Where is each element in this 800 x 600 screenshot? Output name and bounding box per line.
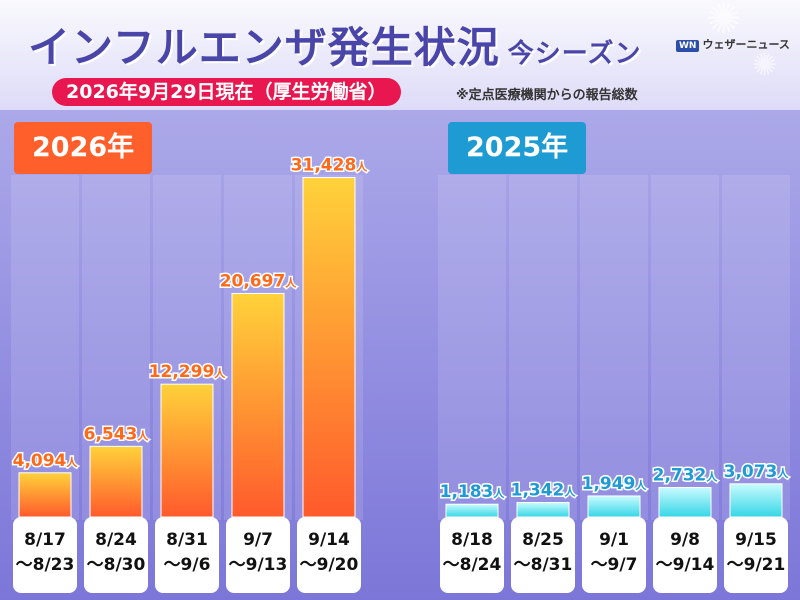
x-tick-label-line: ～9/7 [590,555,638,575]
column-background [651,175,719,520]
value-label-2026-3: 20,697人 [220,271,298,291]
x-tick-label-line: ～9/21 [726,555,786,575]
column-background [11,175,79,520]
x-tick-label-line: 8/18 [451,530,493,550]
title-sub: 今シーズン [507,39,642,69]
value-label-2025-1: 1,342人 [511,481,577,501]
year-badge-2025: 2025年 [448,122,587,174]
title-main: インフルエンザ発生状況 [28,23,500,72]
year-badge-2026: 2026年 [14,122,153,174]
brand-name: ウェザーニュース [702,38,790,51]
bar-2026-4 [302,177,356,518]
x-tick-label-line: 8/25 [522,530,564,550]
column-background [722,175,790,520]
value-label-2026-2: 12,299人 [149,362,227,382]
x-tick-label-line: 9/8 [670,530,700,550]
x-tick-label-line: 8/17 [24,530,66,550]
x-tick-label-2025-2: 9/1 ～9/7 [582,517,646,593]
bar-2025-0 [445,503,499,518]
x-tick-label-line: 8/31 [166,530,208,550]
bar-2026-2 [160,383,214,518]
value-label-2026-4: 31,428人 [291,156,369,176]
x-tick-label-2026-0: 8/17 ～8/23 [13,517,77,593]
column-background [438,175,506,520]
x-tick-label-2026-1: 8/24 ～8/30 [84,517,148,593]
x-tick-label-line: ～9/14 [655,555,715,575]
x-tick-label-2025-1: 8/25 ～8/31 [511,517,575,593]
brand-mark-icon: WN [676,40,700,52]
column-background [580,175,648,520]
value-label-2025-3: 2,732人 [653,465,719,485]
x-tick-label-line: ～9/20 [299,555,359,575]
value-label-2025-4: 3,073人 [724,462,790,482]
bar-2026-0 [18,472,72,518]
page-title: インフルエンザ発生状況 今シーズン [28,14,641,75]
x-tick-label-2025-0: 8/18 ～8/24 [440,517,504,593]
x-tick-label-2025-4: 9/15 ～9/21 [724,517,788,593]
x-tick-label-line: 9/15 [735,530,777,550]
x-tick-label-line: 9/1 [599,530,629,550]
virus-decoration-icon: ✺ [706,0,742,43]
x-tick-label-line: 8/24 [95,530,137,550]
bar-2025-1 [516,502,570,518]
bar-2026-3 [231,292,285,518]
column-background [509,175,577,520]
x-tick-label-line: ～8/24 [442,555,502,575]
x-tick-label-line: 9/14 [308,530,350,550]
x-tick-label-2026-2: 8/31 ～9/6 [155,517,219,593]
x-tick-label-line: ～8/31 [513,555,573,575]
source-note: ※定点医療機関からの報告総数 [456,88,638,103]
x-tick-label-line: ～9/13 [228,555,288,575]
bar-2025-2 [587,495,641,518]
x-tick-label-2026-4: 9/14 ～9/20 [297,517,361,593]
bar-2025-4 [729,483,783,518]
value-label-2025-2: 1,949人 [582,474,648,494]
x-tick-label-line: ～8/23 [15,555,75,575]
virus-decoration-icon: ✺ [752,48,778,83]
value-label-2026-0: 4,094人 [13,451,79,471]
date-pill: 2026年9月29日現在（厚生労働省） [52,78,401,106]
bar-2025-3 [658,486,712,518]
bar-2026-1 [89,445,143,518]
x-tick-label-line: 9/7 [243,530,273,550]
x-tick-label-line: ～8/30 [86,555,146,575]
x-tick-label-2026-3: 9/7 ～9/13 [226,517,290,593]
value-label-2025-0: 1,183人 [440,482,506,502]
x-tick-label-2025-3: 9/8 ～9/14 [653,517,717,593]
value-label-2026-1: 6,543人 [84,424,150,444]
brand-logo: WN ウェザーニュース [676,36,790,52]
x-tick-label-line: ～9/6 [163,555,211,575]
